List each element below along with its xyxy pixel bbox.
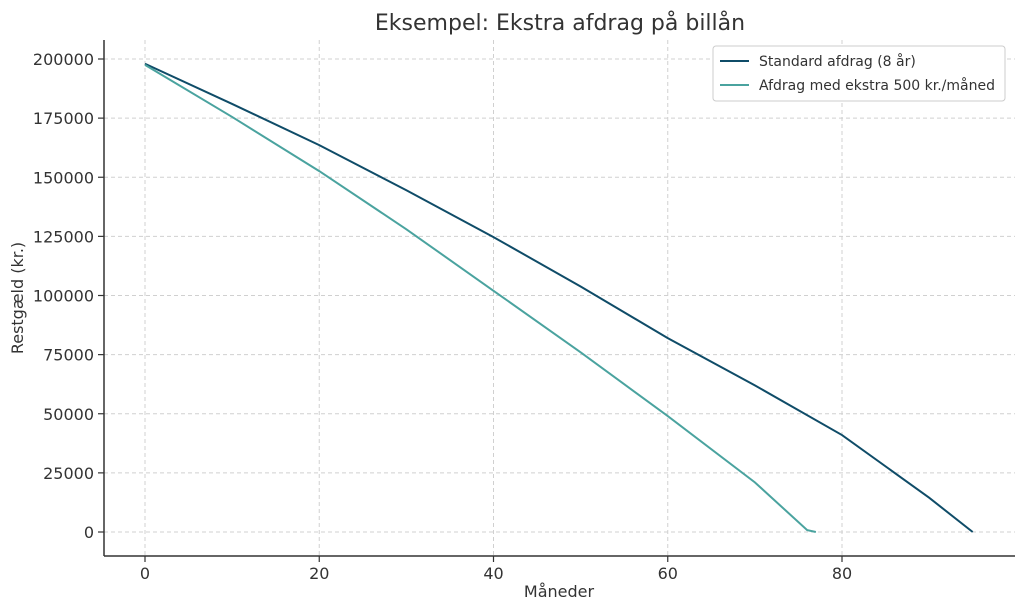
series-line [144,62,974,533]
x-tick-label: 0 [140,564,150,583]
x-axis-label: Måneder [524,582,595,601]
y-axis-label: Restgæld (kr.) [8,242,27,354]
y-tick-label: 100000 [33,287,94,306]
legend-entry: Standard afdrag (8 år) [759,53,916,70]
y-tick-label: 200000 [33,50,94,69]
y-tick-label: 175000 [33,109,94,128]
y-axis-ticks: 0 25000 50000 75000 100000 125000 150000 175000… [33,50,104,542]
y-tick-label: 25000 [43,464,94,483]
y-tick-label: 50000 [43,405,94,424]
grid-lines [104,40,1015,556]
x-tick-label: 20 [309,564,329,583]
x-tick-label: 60 [658,564,678,583]
series-lines [144,62,974,533]
legend-entry: Afdrag med ekstra 500 kr./måned [759,77,995,94]
x-tick-label: 80 [832,564,852,583]
chart-title: Eksempel: Ekstra afdrag på billån [375,10,745,36]
x-tick-label: 40 [483,564,503,583]
y-tick-label: 150000 [33,168,94,187]
y-tick-label: 0 [84,523,94,542]
series-line [144,64,817,533]
legend: Standard afdrag (8 år) Afdrag med ekstra … [712,45,1006,102]
y-tick-label: 125000 [33,227,94,246]
x-axis-ticks: 0 20 40 60 80 [140,556,852,583]
axes [103,40,1015,557]
y-tick-label: 75000 [43,346,94,365]
